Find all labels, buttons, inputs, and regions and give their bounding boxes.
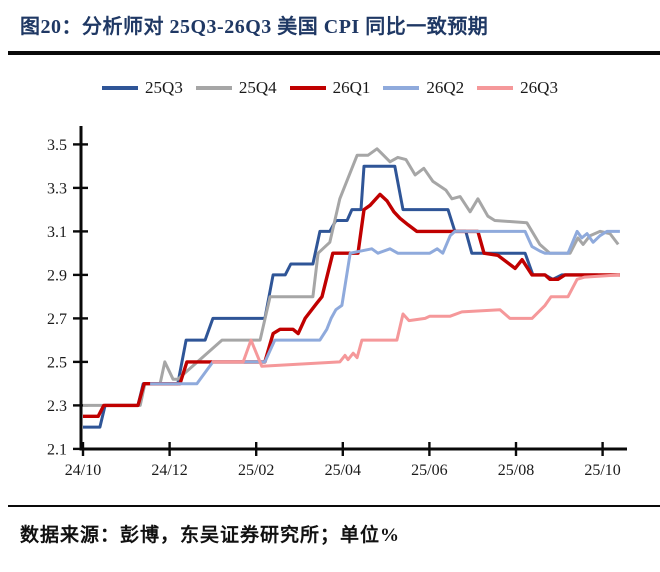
y-tick-label: 2.1 — [47, 441, 67, 458]
y-tick-label: 2.7 — [47, 311, 67, 328]
series-line-25Q3 — [83, 164, 598, 429]
figure-title: 图20：分析师对 25Q3-26Q3 美国 CPI 同比一致预期 — [20, 16, 489, 38]
series-line-26Q2 — [150, 229, 620, 386]
y-tick-label: 2.5 — [47, 354, 67, 371]
y-tick-label: 3.3 — [47, 180, 67, 197]
chart-canvas: 2.1 2.3 2.5 2.7 2.9 3.1 3.3 3.5 24/10 24/12 25/02 2… — [47, 126, 627, 479]
legend-label: 25Q4 — [238, 78, 277, 97]
y-tick-label: 3.1 — [47, 224, 67, 241]
title-divider — [8, 51, 660, 55]
x-tick-label: 24/10 — [65, 462, 101, 479]
series-line-26Q3 — [212, 273, 620, 368]
y-tick-label: 2.9 — [47, 267, 67, 284]
series-line-26Q1 — [83, 192, 620, 418]
footer-divider — [8, 505, 660, 507]
x-tick-label: 25/04 — [325, 462, 361, 479]
legend-label: 26Q3 — [520, 78, 558, 97]
legend-item-26Q3: 26Q3 — [477, 78, 558, 98]
legend-label: 26Q2 — [426, 78, 465, 97]
x-tick-label: 25/10 — [584, 462, 620, 479]
series-line-25Q4 — [83, 147, 620, 407]
x-tick-label: 25/06 — [411, 462, 447, 479]
legend-item-26Q2: 26Q2 — [383, 78, 464, 98]
legend: 25Q3 25Q4 26Q1 26Q2 26Q3 — [0, 78, 660, 98]
legend-item-25Q4: 25Q4 — [195, 78, 277, 98]
y-tick-label: 2.3 — [47, 398, 67, 415]
legend-label: 25Q3 — [145, 78, 183, 97]
x-tick-label: 25/08 — [498, 462, 534, 479]
legend-label: 26Q1 — [332, 78, 371, 97]
legend-swatch-25Q3 — [102, 86, 139, 90]
legend-swatch-26Q1 — [289, 86, 326, 90]
legend-item-26Q1: 26Q1 — [289, 78, 371, 98]
y-tick-label: 3.5 — [47, 137, 67, 154]
source-note: 数据来源：彭博，东吴证券研究所；单位% — [20, 525, 401, 546]
legend-swatch-26Q2 — [383, 86, 420, 90]
x-tick-label: 24/12 — [151, 462, 187, 479]
legend-item-25Q3: 25Q3 — [102, 78, 183, 98]
legend-swatch-26Q3 — [477, 86, 514, 90]
legend-swatch-25Q4 — [195, 86, 232, 90]
x-tick-label: 25/02 — [238, 462, 274, 479]
